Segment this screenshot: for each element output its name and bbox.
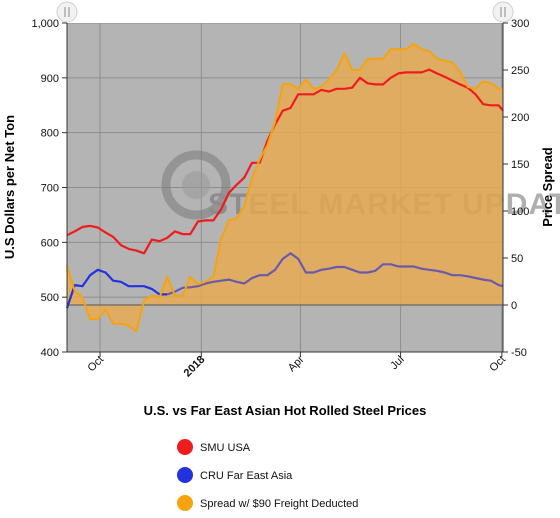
y-right-tick-label: 200 [511, 112, 529, 124]
legend-label: CRU Far East Asia [200, 470, 293, 482]
spread-area-layer [67, 43, 503, 332]
y-right-tick-label: 250 [511, 65, 529, 77]
watermark-gear-icon [161, 150, 231, 220]
axes: 400 500 600 700 800 900 1,000 -50 0 50 100 150 200 25… [31, 18, 529, 379]
legend-marker-icon [177, 439, 193, 455]
y-right-tick-label: 50 [511, 253, 523, 265]
y-right-tick-label: 150 [511, 159, 529, 171]
x-tick-label: Apr [286, 353, 307, 374]
chart-title: U.S. vs Far East Asian Hot Rolled Steel … [144, 403, 427, 418]
smu-usa-line [66, 68, 504, 255]
y-left-tick-label: 400 [41, 347, 59, 359]
y-right-tick-label: 0 [511, 300, 517, 312]
cru-far-east-asia-line [65, 268, 168, 309]
y-axis-left-title: U.S Dollars per Net Ton [2, 115, 17, 259]
y-left-tick-label: 900 [41, 73, 59, 85]
cru-far-east-asia-line [166, 252, 504, 296]
legend-marker-icon [177, 467, 193, 483]
legend-item[interactable]: CRU Far East Asia [177, 467, 293, 483]
legend-item[interactable]: Spread w/ $90 Freight Deducted [177, 495, 358, 511]
y-right-tick-label: 100 [511, 206, 529, 218]
legend: SMU USA CRU Far East Asia Spread w/ $90 Fr… [177, 439, 358, 511]
y-left-tick-label: 700 [41, 183, 59, 195]
navigator-handle-right[interactable] [492, 1, 514, 23]
legend-label: SMU USA [200, 442, 251, 454]
x-tick-label: 2018 [182, 354, 208, 380]
y-left-tick-label: 1,000 [31, 18, 59, 30]
x-tick-label: Oct [487, 354, 508, 375]
series-lines-layer [65, 42, 504, 333]
watermark-gear-center [182, 171, 210, 199]
legend-label: Spread w/ $90 Freight Deducted [200, 498, 358, 510]
legend-marker-icon [177, 495, 193, 511]
legend-item[interactable]: SMU USA [177, 439, 251, 455]
y-left-tick-label: 600 [41, 237, 59, 249]
x-tick-label: Oct [86, 354, 107, 375]
x-tick-label: Jul [388, 354, 406, 372]
spread-line [66, 42, 503, 333]
y-right-tick-label: -50 [511, 347, 527, 359]
spread-area [67, 43, 503, 332]
y-left-tick-label: 500 [41, 292, 59, 304]
navigator-track[interactable] [67, 3, 503, 23]
y-right-tick-label: 300 [511, 18, 529, 30]
y-left-tick-label: 800 [41, 128, 59, 140]
y-axis-right-title: Price Spread [540, 147, 555, 227]
navigator-handle-left[interactable] [56, 1, 78, 23]
